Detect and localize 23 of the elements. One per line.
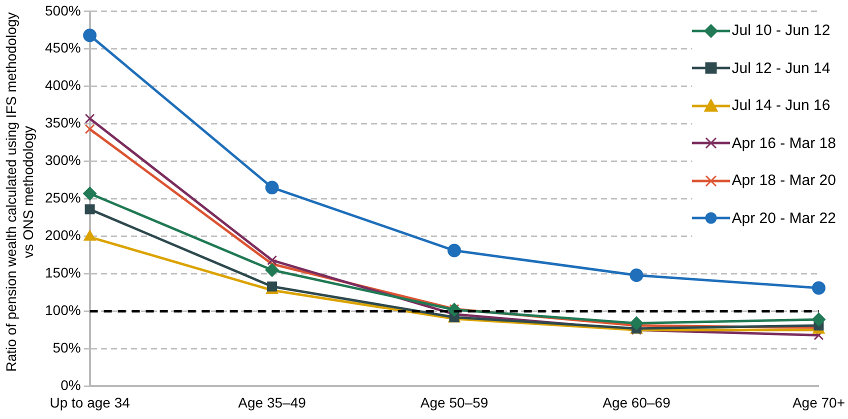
x-tick-label: Age 70+: [792, 394, 846, 410]
x-tick-label: Age 50–59: [420, 394, 488, 410]
legend-label: Jul 10 - Jun 12: [732, 22, 830, 40]
y-tick-label: 350%: [44, 114, 81, 131]
y-tick-label: 300%: [44, 152, 81, 168]
y-tick-label: 400%: [44, 77, 81, 94]
y-tick-label: 0%: [60, 377, 81, 394]
x-tick-label: Age 35–49: [238, 394, 306, 410]
x-tick-label: Age 60–69: [602, 394, 671, 410]
y-tick-label: 150%: [44, 264, 81, 281]
legend-label: Jul 14 - Jun 16: [732, 97, 830, 114]
legend-label: Apr 16 - Mar 18: [732, 134, 836, 152]
legend-label: Apr 20 - Mar 22: [732, 210, 836, 227]
y-tick-label: 50%: [52, 340, 81, 356]
legend-label: Jul 12 - Jun 14: [732, 60, 830, 77]
y-tick-label: 200%: [44, 227, 81, 244]
x-tick-label: Up to age 34: [50, 394, 130, 410]
y-axis-title: Ratio of pension wealth calculated using IFS methodology vs ONS methodology: [3, 12, 37, 372]
y-tick-label: 100%: [44, 302, 81, 318]
legend-label: Apr 18 - Mar 20: [732, 172, 836, 190]
y-tick-label: 250%: [44, 190, 81, 206]
y-tick-label: 450%: [44, 40, 81, 56]
y-tick-label: 500%: [44, 2, 81, 18]
